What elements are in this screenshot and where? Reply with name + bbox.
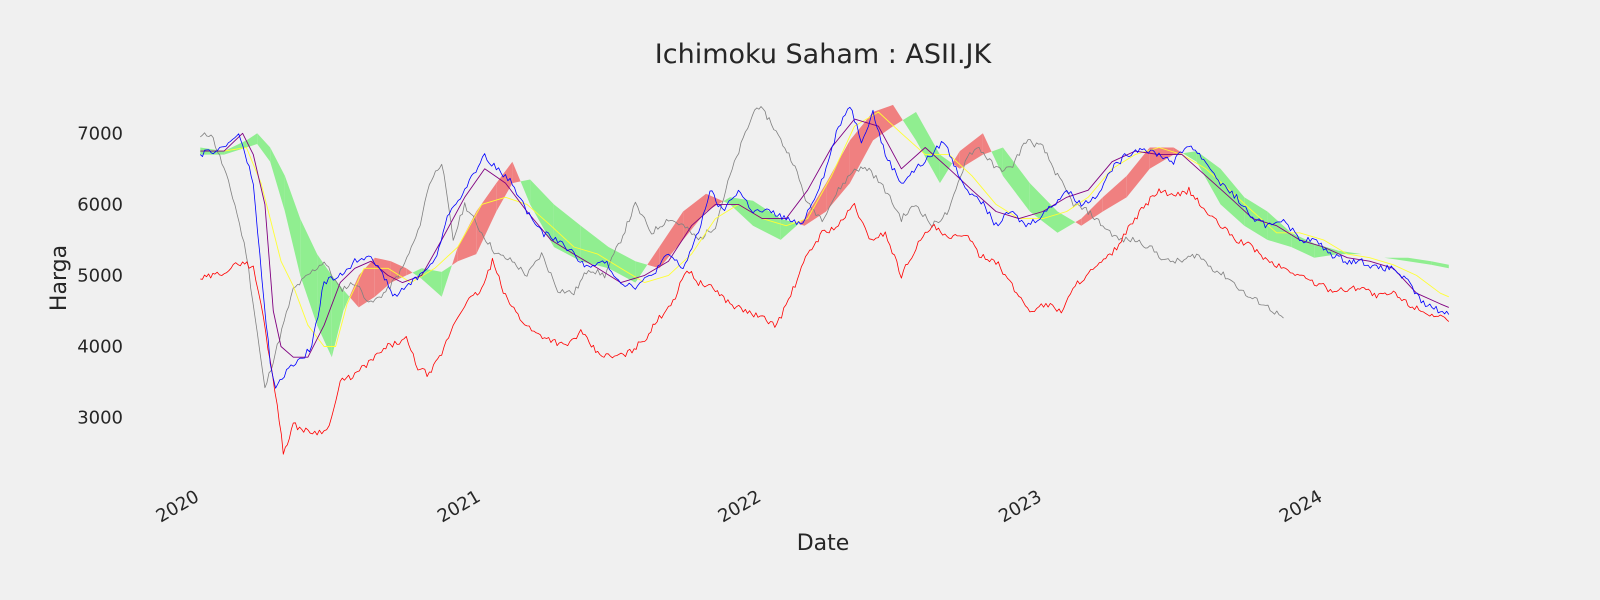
cloud-bearish-segment [873, 104, 893, 141]
cloud-bearish-segment [1081, 197, 1103, 226]
cloud-bullish-segment [300, 218, 318, 326]
cloud-bearish-segment [982, 133, 992, 155]
y-tick-label: 5000 [77, 265, 123, 286]
cloud-bearish-segment [406, 268, 413, 276]
cloud-bullish-segment [224, 140, 247, 155]
cloud-bullish-segment [1338, 250, 1362, 255]
cloud-bullish-segment [1002, 147, 1030, 212]
cloud-bullish-segment [1408, 257, 1432, 265]
x-axis-label: Date [797, 531, 850, 556]
cloud-bearish-segment [659, 211, 684, 269]
cloud-bullish-segment [246, 133, 258, 148]
y-axis-label: Harga [47, 245, 72, 311]
y-tick-label: 3000 [77, 408, 123, 429]
y-tick-label: 4000 [77, 337, 123, 358]
cloud-bearish-segment [476, 183, 497, 255]
cloud-bearish-segment [1126, 147, 1150, 198]
y-tick-label: 7000 [77, 123, 123, 144]
cloud-bearish-segment [683, 193, 707, 240]
cloud-bullish-segment [284, 175, 301, 276]
cloud-bullish-segment [780, 218, 799, 240]
cloud-bearish-segment [452, 247, 458, 266]
cloud-bullish-segment [530, 179, 554, 247]
cloud-bullish-segment [939, 154, 953, 184]
cloud-bearish-segment [706, 193, 724, 212]
cloud-bearish-segment [1149, 147, 1174, 169]
y-tick-label: 6000 [77, 194, 123, 215]
cloud-bearish-segment [390, 261, 407, 283]
cloud-bearish-segment [952, 151, 960, 169]
series-line-base-line [200, 118, 1449, 358]
cloud-bullish-segment [580, 225, 609, 269]
y-axis-ticks: 3000 4000 5000 6000 7000 [77, 123, 123, 428]
cloud-bullish-segment [916, 112, 940, 184]
ichimoku-cloud [200, 104, 1449, 358]
cloud-bullish-segment [343, 289, 350, 311]
cloud-bullish-segment [1182, 151, 1197, 162]
cloud-bearish-segment [893, 104, 903, 127]
cloud-bullish-segment [1431, 261, 1449, 269]
cloud-bullish-segment [902, 112, 916, 141]
cloud-bullish-segment [331, 275, 344, 358]
cloud-bullish-segment [608, 247, 636, 283]
cloud-bullish-segment [257, 133, 271, 162]
cloud-bullish-segment [1244, 197, 1268, 240]
chart-title: Ichimoku Saham : ASII.JK [655, 39, 993, 70]
cloud-bullish-segment [1384, 257, 1408, 262]
series-line-lagging [200, 106, 1284, 389]
cloud-bullish-segment [270, 147, 285, 212]
cloud-bearish-segment [1102, 175, 1127, 212]
cloud-bullish-segment [421, 268, 442, 297]
cloud-bullish-segment [520, 179, 531, 205]
cloud-bearish-segment [826, 140, 850, 212]
cloud-bearish-segment [647, 247, 660, 269]
cloud-bearish-segment [1075, 218, 1082, 226]
cloud-bullish-segment [1267, 211, 1292, 247]
series-line-price [200, 106, 1450, 389]
cloud-bearish-segment [512, 161, 521, 184]
cloud-bullish-segment [1314, 243, 1339, 258]
series-lines [200, 106, 1450, 455]
cloud-bullish-segment [1291, 232, 1315, 258]
series-line-displaced [200, 186, 1450, 455]
cloud-bullish-segment [1220, 168, 1245, 226]
cloud-bullish-segment [1029, 183, 1058, 233]
cloud-bullish-segment [441, 265, 452, 297]
cloud-bullish-segment [1057, 211, 1076, 233]
cloud-bearish-segment [457, 211, 477, 262]
